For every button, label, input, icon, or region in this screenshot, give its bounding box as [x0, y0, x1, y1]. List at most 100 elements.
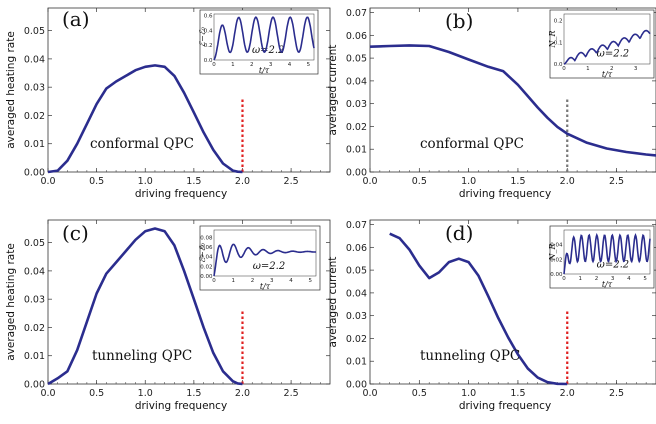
inset-y-tick-label: 0.02 — [200, 264, 212, 270]
y-tick-label: 0.00 — [346, 380, 367, 391]
inset-x-tick-label: 2 — [250, 62, 254, 68]
inset-y-label: N_R — [548, 243, 557, 261]
inset-series-line — [213, 16, 315, 61]
inset-series-line — [213, 243, 316, 277]
x-tick-label: 0.0 — [40, 176, 55, 187]
y-axis-label: averaged heating rate — [5, 243, 17, 361]
x-axis-label: driving frequency — [459, 188, 551, 200]
inset-omega-label: ω=2.2 — [597, 259, 629, 270]
y-tick-label: 0.02 — [24, 323, 45, 334]
y-tick-label: 0.03 — [24, 295, 45, 306]
inset-x-label: t/τ — [259, 66, 270, 75]
x-tick-label: 1.0 — [461, 176, 476, 187]
plot-frame — [47, 7, 331, 173]
y-tick-label: 0.04 — [346, 288, 367, 299]
inset-y-tick-label: 0.00 — [550, 272, 563, 278]
inset-x-label: t/τ — [602, 280, 613, 289]
y-tick-label: 0.05 — [346, 54, 367, 65]
panel-d: 0.0 0.5 1.0 1.5 2.0 2.5 0.00 0.01 0.02 0.03 0.04 0.… — [327, 219, 656, 412]
inset-x-tick-label: 1 — [578, 276, 582, 282]
y-tick-label: 0.07 — [346, 220, 367, 231]
inset-x-tick-label: 1 — [231, 278, 235, 284]
y-tick-label: 0.05 — [346, 266, 367, 277]
x-tick-label: 1.5 — [510, 176, 525, 187]
inset-x-tick-label: 2 — [251, 278, 255, 284]
x-tick-label: 2.0 — [560, 176, 575, 187]
inset-y-tick-label: 0.06 — [200, 245, 213, 251]
y-tick-label: 0.06 — [346, 243, 367, 254]
inset-y-tick-label: 0.2 — [204, 43, 213, 49]
x-tick-label: 0.5 — [89, 388, 104, 399]
inset-x-tick-label: 0 — [562, 276, 566, 282]
x-tick-label: 0.5 — [412, 388, 427, 399]
y-tick-label: 0.01 — [346, 145, 367, 156]
y-tick-label: 0.06 — [346, 31, 367, 42]
inset-x-tick-label: 4 — [289, 278, 293, 284]
inset-plot: 0 1 2 3 4 5 0.00 0.02 0.04 0.06 0.08 t/τ ℰ−ℰ₀ ω=2.2 — [198, 225, 321, 291]
x-tick-label: 1.0 — [138, 176, 153, 187]
series-line — [389, 232, 568, 386]
x-tick-label: 2.5 — [609, 176, 624, 187]
panel-label: (d) — [445, 221, 473, 245]
panel-label: (b) — [445, 9, 473, 33]
x-tick-label: 1.0 — [461, 388, 476, 399]
inset-axes — [213, 13, 315, 61]
inset-y-label: N_R — [548, 30, 557, 48]
series-line — [47, 64, 243, 174]
x-axis-label: driving frequency — [459, 400, 551, 412]
inset-y-tick-label: 0.4 — [204, 28, 213, 34]
y-axis-label: averaged current — [327, 257, 339, 348]
series-line — [47, 227, 243, 386]
x-tick-label: 2.0 — [235, 388, 250, 399]
inset-omega-label: ω=2.2 — [253, 261, 285, 272]
inset-y-tick-label: 0.0 — [554, 62, 563, 68]
inset-x-tick-label: 3 — [270, 278, 274, 284]
y-tick-label: 0.03 — [346, 311, 367, 322]
inset-x-tick-label: 5 — [307, 62, 311, 68]
x-axis-label: driving frequency — [135, 400, 227, 412]
inset-omega-label: ω=2.2 — [597, 49, 629, 60]
inset-x-tick-label: 0 — [562, 66, 566, 72]
y-tick-label: 0.02 — [346, 334, 367, 345]
series-line — [369, 44, 656, 157]
y-tick-label: 0.02 — [24, 111, 45, 122]
inset-x-tick-label: 4 — [627, 276, 631, 282]
inset-y-tick-label: 0.1 — [554, 40, 563, 46]
inset-x-tick-label: 0 — [212, 278, 216, 284]
inset-y-tick-label: 0.04 — [200, 255, 213, 261]
panel-c: 0.0 0.5 1.0 1.5 2.0 2.5 0.00 0.01 0.02 0.03 0.04 0.… — [5, 219, 331, 412]
inset-y-tick-label: 0.00 — [200, 274, 213, 280]
y-tick-label: 0.00 — [24, 380, 45, 391]
inset-y-tick-label: 0.08 — [200, 235, 213, 241]
x-tick-label: 0.0 — [40, 388, 55, 399]
y-tick-label: 0.04 — [24, 266, 45, 277]
inset-y-tick-label: 0.0 — [204, 58, 213, 64]
inset-axes — [563, 229, 651, 275]
inset-x-tick-label: 3 — [634, 66, 638, 72]
inset-y-tick-label: 0.2 — [554, 19, 563, 25]
inset-frame — [199, 9, 319, 75]
plot-frame — [369, 7, 656, 173]
curve-annotation: tunneling QPC — [420, 348, 520, 364]
y-axis-label: averaged heating rate — [5, 31, 17, 149]
x-tick-label: 0.5 — [412, 176, 427, 187]
inset-x-tick-label: 2 — [595, 276, 599, 282]
inset-x-tick-label: 3 — [269, 62, 273, 68]
inset-x-tick-label: 2 — [610, 66, 614, 72]
panel-a: 0.0 0.5 1.0 1.5 2.0 2.50.000.010.020.030.040.… — [5, 7, 331, 200]
inset-plot: 0 1 2 3 4 5 0.0 0.2 0.4 0.6 t/τ ℰ−ℰ₀ ω=2.2 — [198, 9, 319, 75]
x-tick-label: 2.5 — [609, 388, 624, 399]
x-tick-label: 2.0 — [235, 176, 250, 187]
x-tick-label: 0.5 — [89, 176, 104, 187]
x-tick-label: 0.0 — [362, 388, 377, 399]
x-tick-label: 2.5 — [284, 388, 299, 399]
inset-x-tick-label: 1 — [586, 66, 590, 72]
inset-y-label: ℰ−ℰ₀ — [198, 26, 207, 46]
x-axis-label: driving frequency — [135, 188, 227, 200]
curve-annotation: tunneling QPC — [92, 348, 192, 364]
y-tick-label: 0.04 — [346, 76, 367, 87]
panel-label: (c) — [62, 221, 89, 245]
x-tick-label: 0.0 — [362, 176, 377, 187]
x-tick-label: 2.0 — [560, 388, 575, 399]
